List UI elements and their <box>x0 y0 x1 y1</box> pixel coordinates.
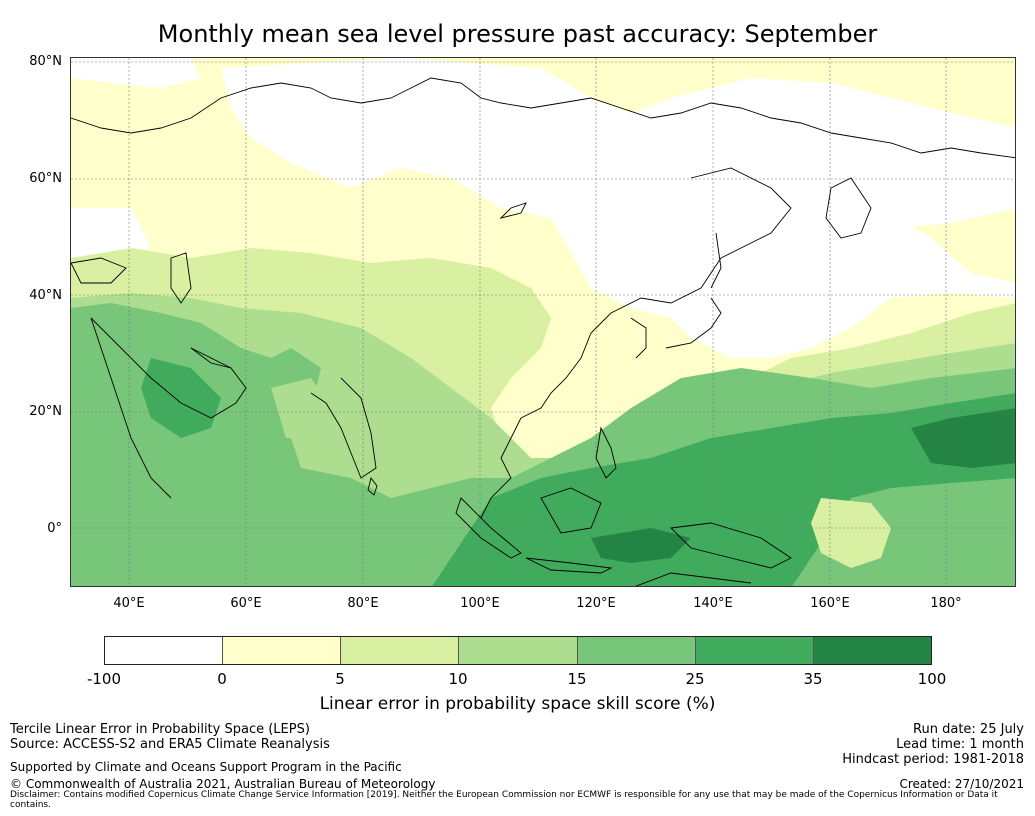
band-25-35-main <box>432 393 1015 586</box>
chart-title: Monthly mean sea level pressure past acc… <box>157 20 878 48</box>
coastline-indochina <box>480 417 522 519</box>
lon-label-180: 180° <box>930 596 962 611</box>
coastline-new-guinea <box>670 522 792 569</box>
coastline-kamchatka <box>825 177 872 239</box>
footer-run-date: Run date: 25 July <box>913 722 1024 737</box>
band-10-15-india-patch <box>271 378 331 438</box>
coastline-arabia <box>90 317 247 419</box>
colorbar-tick-35: 35 <box>803 670 823 688</box>
lat-label-0: 0° <box>47 521 62 536</box>
colorbar-swatch-7 <box>813 637 931 664</box>
colorbar-tick-10: 10 <box>448 670 468 688</box>
lon-label-160e: 160°E <box>810 596 850 611</box>
coastline-korea-peninsula <box>630 317 647 359</box>
footer-source: Source: ACCESS-S2 and ERA5 Climate Reana… <box>10 737 330 752</box>
colorbar-tick-25: 25 <box>685 670 705 688</box>
lon-label-60e: 60°E <box>230 596 262 611</box>
graticule <box>71 58 1015 586</box>
lat-label-60n: 60°N <box>29 171 62 186</box>
colorbar-tick-0: 0 <box>217 670 227 688</box>
band-35-100-pacific <box>911 408 1015 468</box>
lon-label-120e: 120°E <box>576 596 616 611</box>
coastline-arctic <box>71 77 1015 159</box>
map-svg <box>71 58 1015 586</box>
colorbar-swatch-1 <box>105 637 224 664</box>
coastline-java <box>525 557 613 574</box>
coastline-philippines <box>595 426 617 479</box>
footer-method: Tercile Linear Error in Probability Spac… <box>10 722 310 737</box>
band-35-100-indonesia <box>591 528 691 563</box>
coastline-australia-north <box>635 572 752 586</box>
skill-score-map <box>70 57 1016 587</box>
colorbar-label: Linear error in probability space skill … <box>319 694 716 714</box>
white-region-caspian <box>71 208 151 258</box>
coastlines <box>71 77 1015 586</box>
band-25-35-arabia <box>141 358 221 438</box>
colorbar <box>104 636 932 665</box>
coastline-black-sea <box>71 257 127 284</box>
footer-created: Created: 27/10/2021 <box>899 777 1024 791</box>
coastline-caspian <box>170 252 192 304</box>
footer-hindcast: Hindcast period: 1981-2018 <box>842 752 1024 767</box>
lon-label-40e: 40°E <box>113 596 145 611</box>
colorbar-swatch-4 <box>459 637 578 664</box>
lon-label-80e: 80°E <box>347 596 379 611</box>
lat-label-80n: 80°N <box>29 54 62 69</box>
coastline-borneo <box>540 487 602 534</box>
footer-lead-time: Lead time: 1 month <box>896 737 1024 752</box>
coastline-persian-gulf <box>190 347 232 369</box>
coastline-sumatra <box>455 497 522 559</box>
colorbar-swatch-6 <box>695 637 814 664</box>
colorbar-tick-minus100: -100 <box>86 670 122 688</box>
colorbar-swatch-3 <box>341 637 460 664</box>
lat-label-40n: 40°N <box>29 288 62 303</box>
lon-label-100e: 100°E <box>460 596 500 611</box>
coastline-red-sea <box>90 317 172 499</box>
white-region-arabia <box>71 58 201 88</box>
coastline-japan <box>665 297 722 349</box>
white-region-east <box>631 188 1015 358</box>
coastline-korea-china <box>520 257 722 419</box>
footer-support: Supported by Climate and Oceans Support … <box>10 760 402 774</box>
footer-disclaimer: Disclaimer: Contains modified Copernicus… <box>10 790 998 810</box>
band-5-10-pacific-patch <box>811 498 891 568</box>
coastline-lake-baikal <box>499 202 527 219</box>
lon-label-140e: 140°E <box>693 596 733 611</box>
colorbar-swatch-2 <box>223 637 342 664</box>
coastline-sakhalin <box>710 232 722 289</box>
colorbar-swatch-5 <box>577 637 696 664</box>
coastline-india <box>310 377 377 479</box>
coastline-okhotsk <box>690 167 792 259</box>
lat-label-20n: 20°N <box>29 404 62 419</box>
footer-copyright: © Commonwealth of Australia 2021, Austra… <box>10 777 436 791</box>
colorbar-tick-5: 5 <box>335 670 345 688</box>
colorbar-tick-15: 15 <box>567 670 587 688</box>
coastline-sri-lanka <box>367 476 378 496</box>
colorbar-tick-100: 100 <box>917 670 947 688</box>
